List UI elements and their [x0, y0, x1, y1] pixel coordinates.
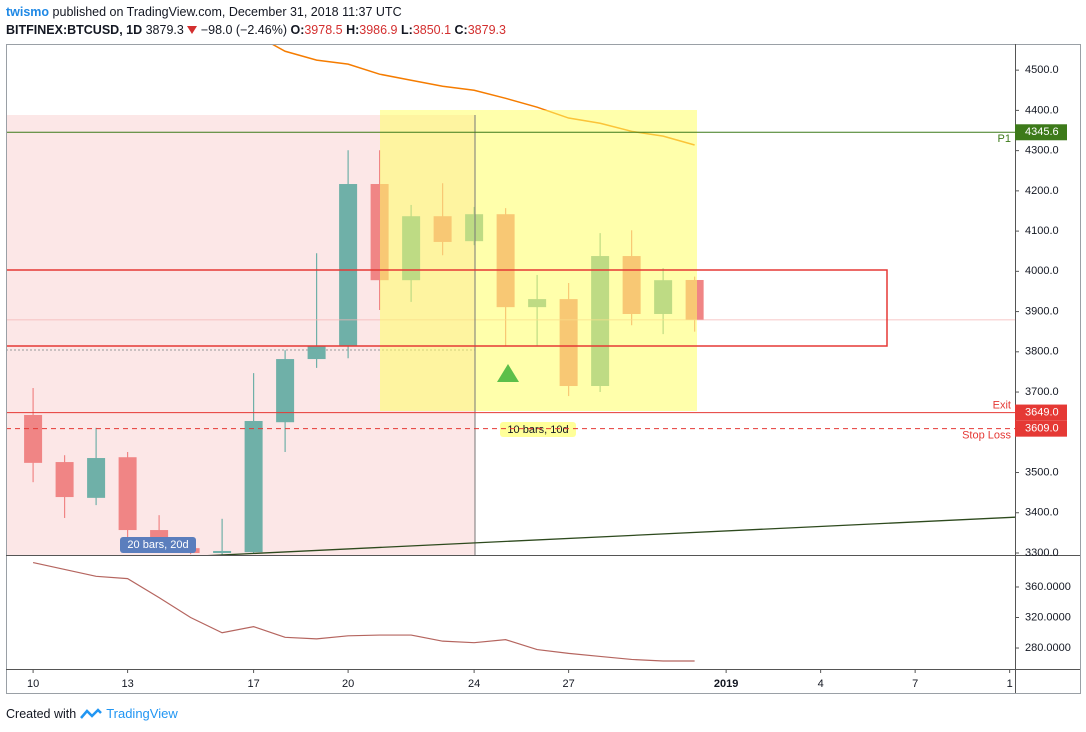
candle-body — [307, 346, 326, 360]
level-name: Exit — [993, 399, 1011, 411]
y-tick-label: 3800.0 — [1025, 346, 1059, 358]
level-name: Stop Loss — [962, 430, 1011, 442]
overlay-layer: 10 bars, 10d 20 bars, 20d — [6, 110, 1015, 555]
created-with: Created with — [6, 706, 77, 721]
header-line-1: twismo published on TradingView.com, Dec… — [6, 5, 402, 19]
y-tick-label: 3400.0 — [1025, 507, 1059, 519]
frame — [6, 44, 1081, 694]
ohlc-value: 3978.5 — [304, 23, 343, 37]
y-tick-label: 3500.0 — [1025, 466, 1059, 478]
change: −98.0 (−2.46%) — [200, 23, 287, 37]
footer: Created with TradingView — [6, 706, 178, 721]
y-tick-label: 3700.0 — [1025, 386, 1059, 398]
x-tick-label: 17 — [247, 678, 259, 690]
y-tick-label: 4200.0 — [1025, 185, 1059, 197]
price-tag — [1015, 124, 1067, 141]
box — [6, 269, 888, 347]
annotation: 20 bars, 20d — [127, 539, 188, 551]
y-tick-label: 3900.0 — [1025, 305, 1059, 317]
x-tick-label: 20 — [342, 678, 354, 690]
published: published on TradingView.com, December 3… — [52, 5, 402, 19]
price-tag-label: 3609.0 — [1025, 423, 1059, 435]
ohlc-label: C: — [454, 23, 468, 37]
candle-body — [55, 462, 74, 498]
date-range — [380, 110, 697, 411]
user[interactable]: twismo — [6, 5, 50, 19]
candle-body — [87, 458, 106, 498]
brand[interactable]: TradingView — [106, 706, 178, 721]
x-tick-label: 24 — [468, 678, 480, 690]
price-tag-label: 3649.0 — [1025, 406, 1059, 418]
candle-body — [24, 414, 43, 463]
candle-body — [213, 550, 232, 553]
candle-body — [339, 184, 358, 347]
level-name: P1 — [998, 133, 1011, 145]
y-tick-label: 4500.0 — [1025, 64, 1059, 76]
down-icon — [187, 26, 198, 34]
annotation: 10 bars, 10d — [507, 424, 568, 436]
x-tick-label: 7 — [912, 678, 918, 690]
x-tick-label: 1 — [1007, 678, 1013, 690]
symbol: BITFINEX:BTCUSD, 1D — [6, 23, 143, 37]
signal-triangle — [497, 364, 519, 382]
indicator-line — [32, 561, 695, 662]
chart: 10 bars, 10d 20 bars, 20d 10 13 17 20 24 27 20… — [6, 44, 1081, 694]
last-price: 3879.3 — [145, 23, 184, 37]
candle-body — [118, 457, 137, 531]
x-tick-label: 13 — [121, 678, 133, 690]
x-tick-label: 4 — [818, 678, 824, 690]
y-tick-label: 4000.0 — [1025, 265, 1059, 277]
x-tick-label: 10 — [27, 678, 39, 690]
y-tick-label: 320.0000 — [1025, 611, 1071, 623]
ohlc-value: 3986.9 — [359, 23, 398, 37]
header-line-2: BITFINEX:BTCUSD, 1D 3879.3 −98.0 (−2.46%… — [6, 23, 506, 37]
x-tick-label: 27 — [562, 678, 574, 690]
annotation-box — [500, 422, 576, 437]
ohlc-label: O: — [290, 23, 305, 37]
ohlc-label: H: — [346, 23, 360, 37]
ohlc-value: 3850.1 — [412, 23, 452, 37]
logo — [80, 707, 103, 719]
price-tag-label: 4345.6 — [1025, 126, 1059, 138]
y-tick-label: 3300.0 — [1025, 547, 1059, 559]
y-tick-label: 280.0000 — [1025, 642, 1071, 654]
ohlc-label: L: — [401, 23, 413, 37]
ohlc: O:3978.5 H:3986.9 L:3850.1 C:3879.3 — [290, 23, 506, 37]
ohlc-value: 3879.3 — [467, 23, 506, 37]
candle-body — [276, 359, 295, 423]
candle-body — [244, 421, 263, 553]
annotation-box — [120, 537, 196, 553]
axes: 10 13 17 20 24 27 2019 4 7 1 3300.0 3400.0 3500.0 360… — [6, 44, 1081, 694]
y-tick-label: 4300.0 — [1025, 145, 1059, 157]
trendline — [207, 516, 1015, 555]
y-tick-label: 360.0000 — [1025, 581, 1071, 593]
price-tag — [1015, 420, 1067, 437]
y-tick-label: 4400.0 — [1025, 104, 1059, 116]
x-tick-label: 2019 — [714, 678, 738, 690]
price-tag — [1015, 404, 1067, 421]
y-tick-label: 4100.0 — [1025, 225, 1059, 237]
